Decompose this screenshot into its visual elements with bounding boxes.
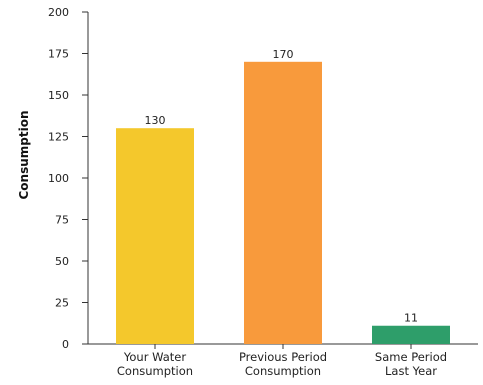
y-tick-label: 125 — [48, 131, 69, 144]
bars: 130 170 11 — [116, 48, 450, 345]
y-axis-title: Consumption — [17, 110, 31, 199]
y-tick-label: 175 — [48, 48, 69, 61]
y-axis: 0 25 50 75 100 125 150 175 200 — [48, 6, 89, 351]
y-tick-label: 25 — [55, 297, 69, 310]
y-tick-label: 150 — [48, 89, 69, 102]
bar-value-label: 130 — [145, 114, 166, 127]
y-tick-label: 0 — [62, 338, 69, 351]
y-tick-label: 50 — [55, 255, 69, 268]
y-tick-label: 200 — [48, 6, 69, 19]
x-tick-label: Same Period Last Year — [375, 350, 447, 378]
x-axis: Your Water Consumption Previous Period Cons… — [88, 343, 478, 378]
y-tick-label: 100 — [48, 172, 69, 185]
bar — [244, 61, 322, 345]
x-tick-label: Your Water Consumption — [117, 350, 193, 378]
bar — [372, 325, 450, 344]
bar-value-label: 11 — [404, 312, 418, 325]
x-tick-label: Previous Period Consumption — [239, 350, 327, 378]
bar — [116, 128, 194, 344]
bar-value-label: 170 — [273, 48, 294, 61]
y-tick-label: 75 — [55, 214, 69, 227]
